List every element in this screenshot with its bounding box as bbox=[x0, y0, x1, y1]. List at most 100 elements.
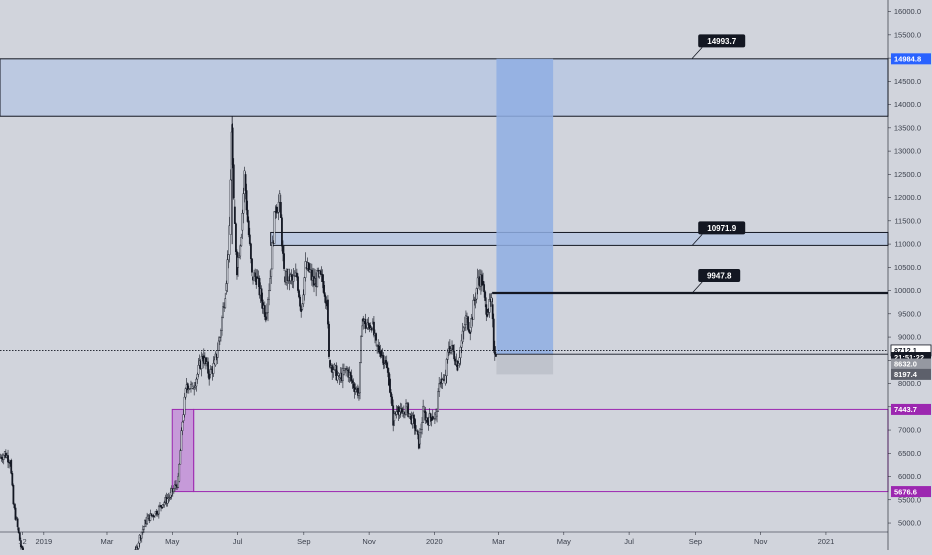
candle-body bbox=[492, 305, 493, 319]
candle-body bbox=[462, 331, 463, 342]
candle-body bbox=[468, 330, 469, 333]
candle-body bbox=[222, 307, 223, 318]
candle-body bbox=[327, 300, 328, 324]
price-tick-label: 12000.0 bbox=[894, 193, 921, 202]
time-tick-label: 2020 bbox=[426, 537, 443, 546]
price-tick-label: 13500.0 bbox=[894, 123, 921, 132]
candle-body bbox=[375, 333, 376, 340]
candle-body bbox=[477, 278, 478, 289]
projection-box[interactable] bbox=[496, 59, 553, 354]
candle-body bbox=[220, 331, 221, 337]
projection-stop-box[interactable] bbox=[496, 354, 553, 374]
candle-body bbox=[413, 415, 414, 418]
candle-body bbox=[371, 328, 372, 331]
candle-body bbox=[254, 273, 255, 277]
candle-body bbox=[11, 460, 12, 473]
candle-body bbox=[138, 543, 139, 548]
candle-body bbox=[272, 242, 273, 269]
price-tick-label: 9000.0 bbox=[898, 333, 921, 342]
price-tick-label: 12500.0 bbox=[894, 170, 921, 179]
candle-body bbox=[467, 317, 468, 330]
candle-body bbox=[394, 413, 395, 420]
candle-body bbox=[379, 346, 380, 352]
candle-body bbox=[243, 194, 244, 213]
time-tick-label: Jul bbox=[233, 537, 243, 546]
callout-label: 10971.9 bbox=[707, 224, 736, 233]
candle-body bbox=[219, 338, 220, 341]
candle-body bbox=[139, 535, 140, 543]
candle-body bbox=[227, 260, 228, 284]
candle-body bbox=[167, 499, 168, 504]
candle-body bbox=[482, 281, 483, 284]
candle-body bbox=[12, 473, 13, 485]
price-tick-label: 7000.0 bbox=[898, 426, 921, 435]
candle-body bbox=[182, 422, 183, 431]
candle-body bbox=[241, 237, 242, 246]
candle-body bbox=[358, 393, 359, 395]
candle-body bbox=[355, 389, 356, 391]
candle-body bbox=[484, 292, 485, 301]
candle-body bbox=[221, 317, 222, 330]
candle-body bbox=[317, 270, 318, 287]
price-tag-label: 7443.7 bbox=[894, 405, 917, 414]
candle-body bbox=[386, 363, 387, 368]
candle-body bbox=[483, 285, 484, 292]
candle-body bbox=[283, 254, 284, 269]
time-tick-label: Sep bbox=[689, 537, 702, 546]
candle-body bbox=[261, 289, 262, 302]
candle-body bbox=[474, 300, 475, 301]
candle-body bbox=[160, 505, 161, 507]
candle-body bbox=[153, 515, 154, 517]
candle-body bbox=[476, 289, 477, 300]
candle-body bbox=[266, 312, 267, 313]
candle-body bbox=[7, 455, 8, 462]
candle-body bbox=[230, 180, 231, 235]
candle-body bbox=[21, 546, 22, 547]
order-block[interactable] bbox=[172, 409, 193, 491]
candle-body bbox=[233, 165, 234, 199]
candle-body bbox=[351, 375, 352, 380]
candle-body bbox=[325, 297, 326, 304]
candle-body bbox=[464, 325, 465, 328]
candle-body bbox=[234, 207, 235, 224]
candle-body bbox=[238, 256, 239, 257]
candle-body bbox=[471, 318, 472, 327]
candle-body bbox=[365, 319, 366, 328]
candle-body bbox=[463, 328, 464, 331]
candle-body bbox=[267, 299, 268, 312]
candle-body bbox=[281, 218, 282, 246]
candle-body bbox=[237, 257, 238, 267]
candle-body bbox=[271, 269, 272, 277]
price-tick-label: 13000.0 bbox=[894, 147, 921, 156]
candle-body bbox=[410, 414, 411, 415]
candle-body bbox=[14, 504, 15, 507]
candle-body bbox=[141, 532, 142, 538]
candle-body bbox=[249, 235, 250, 244]
price-tick-label: 10500.0 bbox=[894, 263, 921, 272]
time-tick-label: Nov bbox=[362, 537, 376, 546]
candle-body bbox=[198, 365, 199, 374]
candle-body bbox=[389, 379, 390, 393]
upper-supply-zone[interactable] bbox=[0, 59, 888, 116]
candle-body bbox=[434, 414, 435, 419]
candle-body bbox=[242, 213, 243, 230]
candle-body bbox=[184, 397, 185, 415]
price-tick-label: 14500.0 bbox=[894, 77, 921, 86]
candle-body bbox=[247, 210, 248, 222]
candle-body bbox=[250, 244, 251, 259]
candle-body bbox=[196, 379, 197, 386]
mid-resistance-zone[interactable] bbox=[271, 232, 888, 245]
price-tick-label: 8000.0 bbox=[898, 379, 921, 388]
price-tag-label: 8197.4 bbox=[894, 370, 918, 379]
candle-body bbox=[1, 457, 2, 459]
candle-body bbox=[385, 360, 386, 363]
candle-body bbox=[193, 387, 194, 389]
candle-body bbox=[415, 425, 416, 430]
candle-body bbox=[180, 451, 181, 465]
candle-body bbox=[282, 246, 283, 253]
candle-body bbox=[419, 433, 420, 444]
candle-body bbox=[452, 345, 453, 350]
candle-body bbox=[417, 431, 418, 435]
